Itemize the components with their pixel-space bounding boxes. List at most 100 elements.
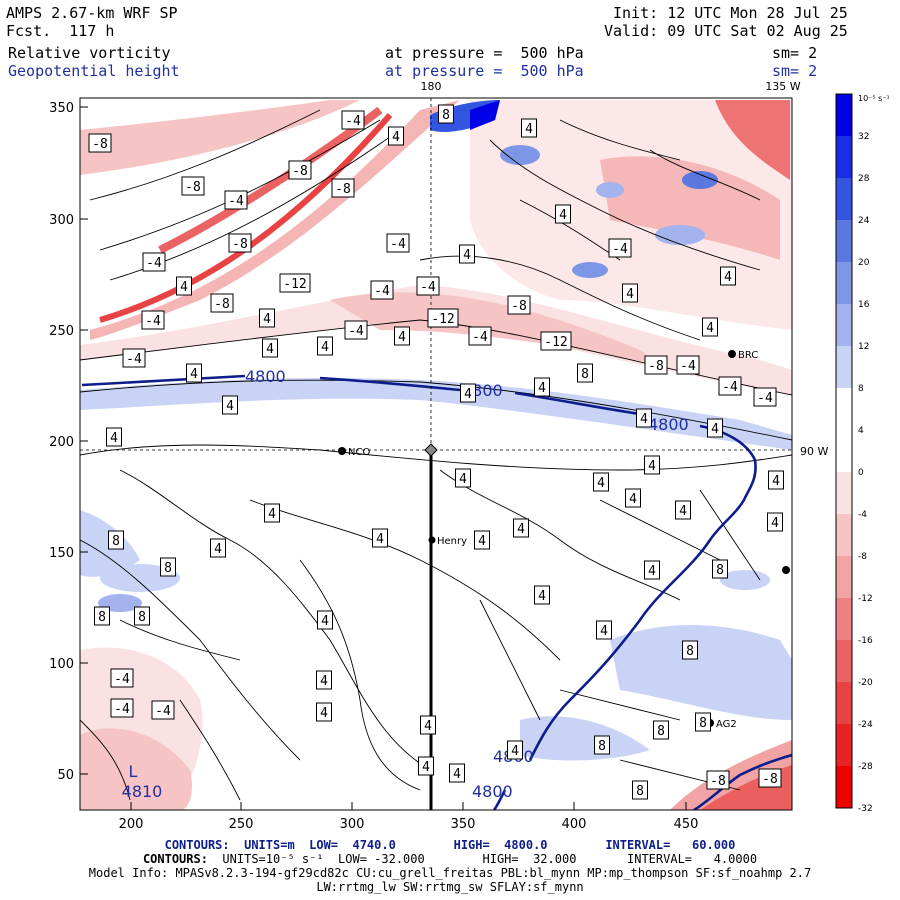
plot-frame <box>79 97 793 811</box>
low-pressure-symbol: L <box>129 762 138 781</box>
forecast-label: Fcst. <box>6 22 52 40</box>
station-dot-brc <box>728 350 736 358</box>
vorticity-label-text: 4 <box>478 534 486 549</box>
vorticity-label-box <box>534 585 550 605</box>
station-label-henry: Henry <box>437 536 467 547</box>
vorticity-label-box <box>644 355 668 375</box>
vorticity-label-text: 4 <box>214 542 222 557</box>
vorticity-label-box <box>418 756 434 776</box>
colorbar-swatch <box>836 472 852 514</box>
level-label-height: at pressure = <box>385 62 503 80</box>
vorticity-label-box <box>88 133 112 153</box>
vorticity-label-text: 4 <box>422 760 430 775</box>
vorticity-label-text: -12 <box>283 277 306 292</box>
vorticity-label-box <box>317 336 333 356</box>
vorticity-label-text: -8 <box>335 182 351 197</box>
vorticity-label-box <box>594 735 610 755</box>
meridian-label-135w: 135 W <box>765 80 800 93</box>
height-contour-label: 4800 <box>245 367 286 386</box>
vorticity-label-text: -8 <box>232 237 248 252</box>
vorticity-label-box <box>372 528 388 548</box>
vorticity-labels: -4 -8 -8 -8 4 8 4 -8 -4 4 -4 -8 -4 4 -4 4 -12 -8 -4 -4 4 4 -4 4… <box>88 104 784 800</box>
vorticity-label-text: 8 <box>699 716 707 731</box>
vorticity-label-text: -8 <box>648 359 664 374</box>
vorticity-label-text: -8 <box>511 299 527 314</box>
init-time-label: Init: 12 UTC Mon 28 Jul 25 <box>613 4 848 22</box>
vorticity-label-text: 4 <box>640 412 648 427</box>
vorticity-label-box <box>386 233 410 253</box>
vorticity-label-text: -4 <box>680 359 696 374</box>
vorticity-label-box <box>122 348 146 368</box>
vorticity-label-text: -12 <box>544 335 567 350</box>
vorticity-label-text: 4 <box>226 399 234 414</box>
vorticity-label-text: 4 <box>398 330 406 345</box>
vorticity-label-text: -4 <box>472 330 488 345</box>
vorticity-label-text: 4 <box>511 744 519 759</box>
vorticity-label-box <box>455 468 471 488</box>
vorticity-label-text: -4 <box>420 280 436 295</box>
vorticity-label-box <box>228 233 252 253</box>
colorbar-tick-label: -16 <box>858 636 873 646</box>
vorticity-label-text: 4 <box>392 130 400 145</box>
vorticity-label-box <box>151 700 175 720</box>
vorticity-label-text: 4 <box>266 342 274 357</box>
colorbar-tick-label: 0 <box>858 468 864 478</box>
vorticity-label-box <box>644 560 660 580</box>
vorticity-label-box <box>134 606 150 626</box>
smoothing-vorticity: sm= 2 <box>772 44 818 62</box>
field-name-vorticity: Relative vorticity <box>8 44 171 62</box>
y-tick-label: 200 <box>49 435 74 450</box>
vorticity-label-text: 8 <box>581 367 589 382</box>
colorbar-tick-label: -24 <box>858 720 873 730</box>
colorbar-swatch <box>836 220 852 262</box>
vorticity-label-box <box>596 620 612 640</box>
colorbar-tick-label: 20 <box>858 258 870 268</box>
vorticity-label-box <box>210 293 234 313</box>
vorticity-label-box <box>707 418 723 438</box>
vorticity-label-box <box>316 702 332 722</box>
vorticity-label-box <box>706 770 730 790</box>
vorticity-label-text: -4 <box>374 284 390 299</box>
vorticity-label-text: 4 <box>517 522 525 537</box>
init-time: 12 UTC Mon 28 Jul 25 <box>667 4 848 22</box>
colorbar-tick-label: -4 <box>858 510 867 520</box>
vorticity-label-box <box>108 530 124 550</box>
vorticity-label-text: 4 <box>772 474 780 489</box>
vorticity-label-box <box>758 768 782 788</box>
vorticity-label-box <box>768 470 784 490</box>
cross-section-marker <box>424 443 438 457</box>
vorticity-label-box <box>753 387 777 407</box>
x-tick-label: 450 <box>674 817 699 832</box>
vorticity-label-text: -4 <box>155 704 171 719</box>
vorticity-label-text: -4 <box>612 242 628 257</box>
y-tick-label: 350 <box>49 101 74 116</box>
vorticity-label-box <box>388 126 404 146</box>
colorbar: 10⁻⁵ s⁻¹ 32 28 24 20 16 12 8 4 0 -4 -8 -12 -16 -20 -24… <box>835 93 890 814</box>
x-tick-label: 300 <box>340 817 365 832</box>
vorticity-label-text: 4 <box>320 706 328 721</box>
axis-ticks <box>80 106 687 810</box>
vorticity-label-box <box>608 238 632 258</box>
vorticity-label-text: -8 <box>710 774 726 789</box>
x-tick-label: 200 <box>119 817 144 832</box>
vorticity-label-text: 4 <box>459 472 467 487</box>
vorticity-label-box <box>644 455 660 475</box>
vorticity-label-box <box>653 720 669 740</box>
y-tick-label: 100 <box>49 657 74 672</box>
vorticity-label-text: -8 <box>292 164 308 179</box>
vorticity-label-text: 4 <box>463 248 471 263</box>
vorticity-label-box <box>262 338 278 358</box>
footer-contours-label-2: CONTOURS: <box>142 852 208 866</box>
footer-contours-label-1: CONTOURS: <box>164 838 230 852</box>
colorbar-tick-label: -8 <box>858 552 867 562</box>
x-tick-label: 250 <box>229 817 254 832</box>
footer-height-contours: CONTOURS: UNITS=m LOW= 4740.0 HIGH= 4800… <box>0 838 900 852</box>
station-dot-edge <box>782 566 790 574</box>
colorbar-tick-label: 16 <box>858 300 870 310</box>
vorticity-label-text: -4 <box>146 256 162 271</box>
vorticity-label-text: 8 <box>598 739 606 754</box>
vorticity-label-text: -4 <box>114 672 130 687</box>
vorticity-label-text: 8 <box>138 610 146 625</box>
station-dot-nco <box>338 447 346 455</box>
low-pressure-value: 4810 <box>122 782 163 801</box>
